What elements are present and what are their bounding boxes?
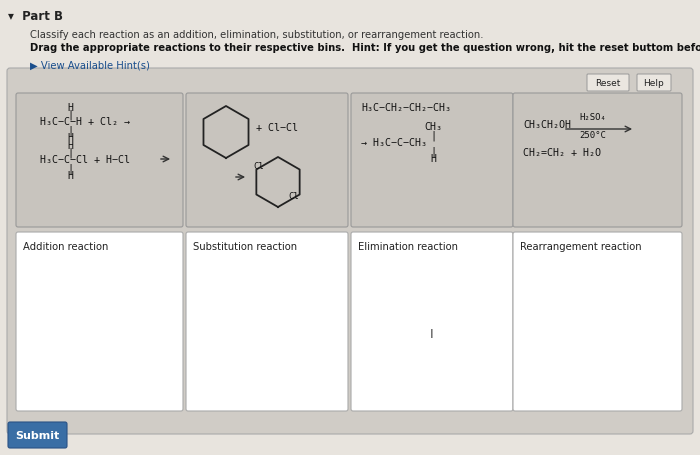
Text: Elimination reaction: Elimination reaction	[358, 242, 458, 252]
Text: H: H	[67, 141, 73, 151]
Text: |: |	[67, 164, 73, 174]
FancyBboxPatch shape	[8, 422, 67, 448]
Text: CH₂=CH₂ + H₂O: CH₂=CH₂ + H₂O	[523, 148, 601, 157]
Text: Submit: Submit	[15, 430, 60, 440]
Text: Reset: Reset	[595, 79, 621, 88]
FancyBboxPatch shape	[7, 69, 693, 434]
Text: |: |	[67, 110, 73, 120]
Text: + Cl−Cl: + Cl−Cl	[256, 123, 298, 133]
Text: Cl: Cl	[288, 192, 299, 201]
FancyBboxPatch shape	[513, 233, 682, 411]
FancyBboxPatch shape	[16, 94, 183, 228]
Text: Drag the appropriate reactions to their respective bins.  Hint: If you get the q: Drag the appropriate reactions to their …	[30, 43, 700, 53]
Text: Substitution reaction: Substitution reaction	[193, 242, 297, 252]
Text: H: H	[67, 171, 73, 181]
Text: → H₃C−C−CH₃: → H₃C−C−CH₃	[361, 138, 427, 148]
Text: ▾  Part B: ▾ Part B	[8, 10, 63, 23]
Text: Addition reaction: Addition reaction	[23, 242, 108, 252]
Text: H: H	[67, 103, 73, 113]
Text: CH₃: CH₃	[424, 122, 442, 131]
Text: |: |	[67, 148, 73, 158]
Text: Rearrangement reaction: Rearrangement reaction	[520, 242, 642, 252]
FancyBboxPatch shape	[351, 94, 513, 228]
Text: H₃C−C−Cl + H−Cl: H₃C−C−Cl + H−Cl	[40, 155, 130, 165]
Text: H₂SO₄: H₂SO₄	[580, 113, 606, 122]
Text: H: H	[67, 133, 73, 143]
Text: H: H	[430, 154, 436, 164]
Text: H₃C−C−H + Cl₂ →: H₃C−C−H + Cl₂ →	[40, 117, 130, 127]
Text: Classify each reaction as an addition, elimination, substitution, or rearrangeme: Classify each reaction as an addition, e…	[30, 30, 484, 40]
FancyBboxPatch shape	[637, 75, 671, 92]
Text: CH₃CH₂OH: CH₃CH₂OH	[523, 120, 571, 130]
Text: |: |	[67, 126, 73, 136]
Text: |: |	[430, 147, 436, 157]
Text: Help: Help	[643, 79, 664, 88]
FancyBboxPatch shape	[16, 233, 183, 411]
Text: Cl: Cl	[253, 162, 264, 171]
Text: 250°C: 250°C	[580, 131, 606, 140]
FancyBboxPatch shape	[587, 75, 629, 92]
FancyBboxPatch shape	[186, 94, 348, 228]
FancyBboxPatch shape	[186, 233, 348, 411]
FancyBboxPatch shape	[351, 233, 513, 411]
Text: ▶ View Available Hint(s): ▶ View Available Hint(s)	[30, 60, 150, 70]
Text: |: |	[430, 131, 436, 141]
FancyBboxPatch shape	[513, 94, 682, 228]
Text: I: I	[430, 328, 434, 341]
Text: H₃C−CH₂−CH₂−CH₃: H₃C−CH₂−CH₂−CH₃	[361, 103, 451, 113]
